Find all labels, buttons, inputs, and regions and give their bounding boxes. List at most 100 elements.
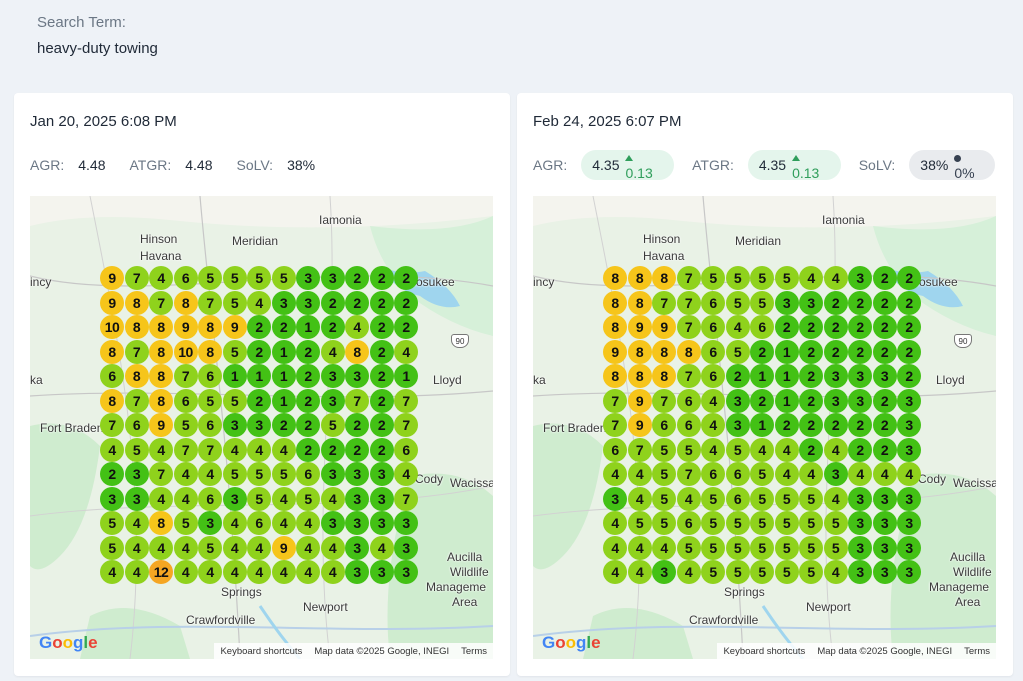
rank-pin[interactable]: 3	[345, 560, 369, 584]
rank-pin[interactable]: 4	[100, 560, 124, 584]
rank-pin[interactable]: 4	[603, 560, 627, 584]
rank-pin[interactable]: 5	[652, 462, 676, 486]
rank-pin[interactable]: 3	[603, 486, 627, 511]
rank-pin[interactable]: 5	[750, 535, 774, 560]
rank-pin[interactable]: 2	[271, 413, 296, 437]
rank-pin[interactable]: 3	[872, 535, 897, 560]
rank-pin[interactable]: 4	[271, 511, 296, 535]
rank-pin[interactable]: 4	[173, 486, 198, 511]
rank-pin[interactable]: 6	[198, 486, 222, 511]
rank-pin[interactable]: 2	[320, 315, 345, 339]
rank-pin[interactable]: 7	[394, 388, 418, 413]
rank-pin[interactable]: 4	[149, 535, 173, 560]
rank-pin[interactable]: 2	[897, 290, 921, 315]
rank-pin[interactable]: 2	[247, 388, 271, 413]
rank-pin[interactable]: 5	[750, 560, 774, 584]
rank-pin[interactable]: 8	[603, 364, 627, 388]
rank-pin[interactable]: 4	[320, 535, 345, 560]
rank-pin[interactable]: 2	[369, 266, 394, 290]
rank-pin[interactable]: 4	[271, 437, 296, 462]
rank-pin[interactable]: 5	[750, 266, 774, 290]
rank-pin[interactable]: 6	[701, 364, 725, 388]
rank-pin[interactable]: 12	[149, 560, 173, 584]
rank-pin[interactable]: 5	[271, 462, 296, 486]
rank-pin[interactable]: 5	[823, 535, 848, 560]
rank-pin[interactable]: 2	[247, 339, 271, 364]
rank-pin[interactable]: 3	[823, 388, 848, 413]
rank-pin[interactable]: 9	[603, 339, 627, 364]
rank-pin[interactable]: 4	[149, 266, 173, 290]
rank-pin[interactable]: 3	[320, 266, 345, 290]
rank-pin[interactable]: 2	[750, 339, 774, 364]
rank-pin[interactable]: 5	[750, 462, 774, 486]
rank-pin[interactable]: 7	[124, 339, 149, 364]
rank-pin[interactable]: 4	[394, 462, 418, 486]
rank-pin[interactable]: 4	[296, 535, 320, 560]
rank-pin[interactable]: 4	[173, 535, 198, 560]
rank-pin[interactable]: 3	[823, 364, 848, 388]
rank-pin[interactable]: 8	[149, 339, 173, 364]
rank-pin[interactable]: 4	[774, 437, 799, 462]
rank-pin[interactable]: 2	[848, 437, 872, 462]
rank-pin[interactable]: 5	[701, 486, 725, 511]
rank-pin[interactable]: 5	[100, 535, 124, 560]
keyboard-shortcuts-link[interactable]: Keyboard shortcuts	[220, 645, 303, 657]
rank-pin[interactable]: 2	[369, 437, 394, 462]
rank-pin[interactable]: 6	[198, 364, 222, 388]
rank-pin[interactable]: 5	[725, 339, 750, 364]
rank-pin[interactable]: 3	[271, 290, 296, 315]
rank-pin[interactable]: 4	[247, 535, 271, 560]
rank-pin[interactable]: 5	[701, 535, 725, 560]
rank-pin[interactable]: 2	[823, 413, 848, 437]
rank-pin[interactable]: 3	[897, 437, 921, 462]
rank-pin[interactable]: 7	[198, 437, 222, 462]
rank-pin[interactable]: 10	[100, 315, 124, 339]
rank-pin[interactable]: 4	[320, 560, 345, 584]
rank-pin[interactable]: 5	[799, 535, 823, 560]
rank-pin[interactable]: 3	[872, 364, 897, 388]
rank-pin[interactable]: 8	[124, 364, 149, 388]
rank-pin[interactable]: 4	[222, 437, 247, 462]
rank-pin[interactable]: 6	[676, 388, 701, 413]
rank-pin[interactable]: 3	[394, 535, 418, 560]
rank-pin[interactable]: 5	[247, 462, 271, 486]
rank-pin[interactable]: 5	[774, 535, 799, 560]
rank-pin[interactable]: 2	[799, 364, 823, 388]
rank-pin[interactable]: 9	[100, 290, 124, 315]
rank-pin[interactable]: 4	[627, 486, 652, 511]
rank-pin[interactable]: 2	[848, 315, 872, 339]
rank-pin[interactable]: 4	[296, 511, 320, 535]
rank-pin[interactable]: 7	[676, 364, 701, 388]
rank-pin[interactable]: 6	[173, 266, 198, 290]
rank-pin[interactable]: 5	[652, 437, 676, 462]
rank-pin[interactable]: 4	[701, 388, 725, 413]
rank-pin[interactable]: 2	[872, 315, 897, 339]
rank-pin[interactable]: 5	[701, 560, 725, 584]
rank-pin[interactable]: 4	[320, 486, 345, 511]
rank-pin[interactable]: 5	[750, 290, 774, 315]
rank-pin[interactable]: 7	[100, 413, 124, 437]
rank-pin[interactable]: 4	[271, 486, 296, 511]
rank-pin[interactable]: 4	[149, 486, 173, 511]
rank-pin[interactable]: 2	[369, 290, 394, 315]
rank-pin[interactable]: 5	[198, 535, 222, 560]
rank-pin[interactable]: 4	[603, 535, 627, 560]
rank-pin[interactable]: 5	[774, 486, 799, 511]
rank-pin[interactable]: 6	[701, 315, 725, 339]
rank-pin[interactable]: 2	[271, 315, 296, 339]
rank-pin[interactable]: 7	[603, 413, 627, 437]
rank-pin[interactable]: 5	[124, 437, 149, 462]
rank-pin[interactable]: 4	[320, 339, 345, 364]
rank-pin[interactable]: 2	[872, 266, 897, 290]
rank-pin[interactable]: 5	[173, 511, 198, 535]
rank-pin[interactable]: 2	[369, 339, 394, 364]
rank-pin[interactable]: 7	[676, 266, 701, 290]
rank-pin[interactable]: 4	[345, 315, 369, 339]
rank-pin[interactable]: 7	[394, 413, 418, 437]
rank-pin[interactable]: 2	[897, 266, 921, 290]
rank-pin[interactable]: 4	[247, 437, 271, 462]
rank-pin[interactable]: 4	[897, 462, 921, 486]
rank-pin[interactable]: 7	[149, 290, 173, 315]
rank-pin[interactable]: 3	[897, 388, 921, 413]
rank-pin[interactable]: 1	[247, 364, 271, 388]
